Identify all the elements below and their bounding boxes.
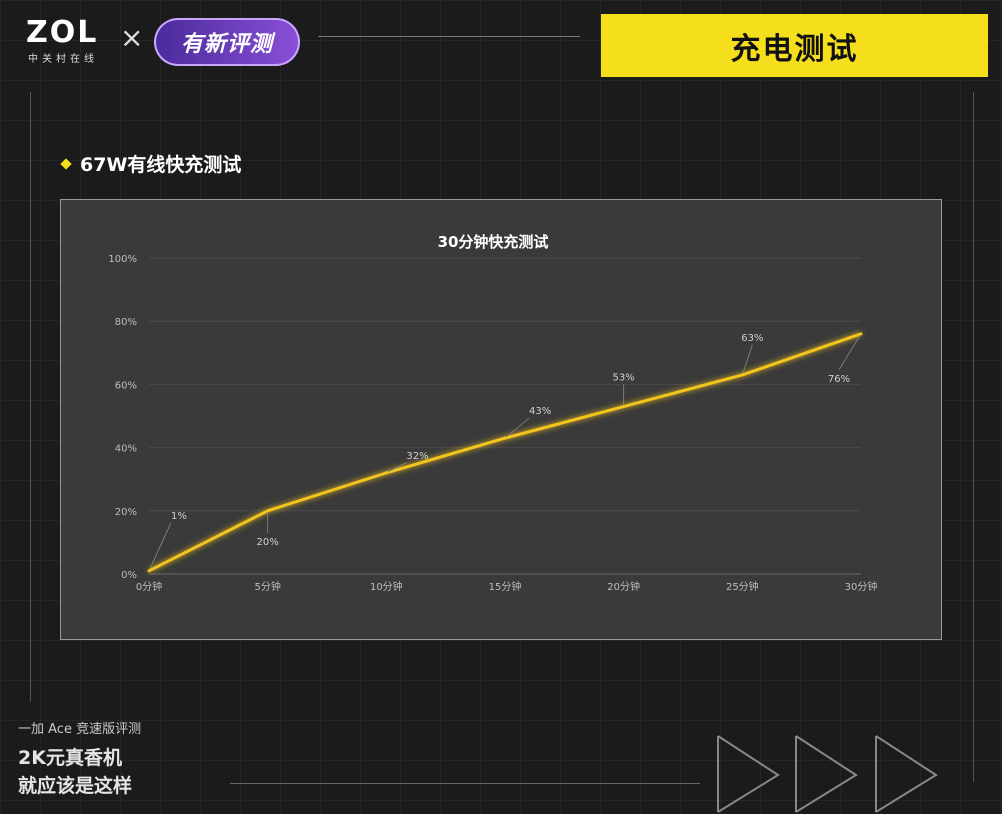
data-point — [147, 569, 151, 573]
chart-panel: 0% 20% 40% 60% 80% 100% 0分钟 5分钟 10分钟 15分钟 20分钟 25分钟… — [60, 199, 942, 640]
section-heading: 67W有线快充测试 — [60, 150, 242, 177]
footer-divider — [230, 783, 700, 784]
data-label: 20% — [257, 537, 279, 548]
data-label-leader — [148, 522, 172, 572]
decorative-arrows-icon — [717, 735, 938, 813]
y-tick-label: 100% — [108, 254, 137, 265]
y-tick-label: 40% — [115, 444, 137, 455]
y-tick-label: 60% — [115, 380, 137, 391]
times-icon: × — [120, 21, 144, 54]
data-point — [622, 405, 626, 409]
data-label: 32% — [406, 451, 428, 462]
x-tick-label: 15分钟 — [489, 580, 522, 593]
series-line — [148, 332, 862, 573]
data-label: 43% — [529, 406, 551, 417]
charging-line-chart: 0% 20% 40% 60% 80% 100% 0分钟 5分钟 10分钟 15分钟 20分钟 25分钟… — [108, 233, 878, 593]
data-label-leader — [386, 462, 407, 474]
data-point — [503, 436, 507, 440]
data-label-leader — [838, 333, 862, 371]
x-tick-label: 0分钟 — [136, 580, 162, 593]
footer-subtitle: 一加 Ace 竞速版评测 — [18, 722, 142, 737]
data-label: 1% — [171, 511, 187, 522]
data-label-leader — [504, 417, 530, 439]
right-border-line — [973, 92, 974, 782]
y-tick-label: 20% — [115, 507, 137, 518]
data-point — [740, 373, 744, 377]
y-tick-label: 0% — [121, 570, 137, 581]
data-point — [266, 509, 270, 513]
data-label-leader — [741, 344, 753, 376]
data-point — [384, 471, 388, 475]
left-border-line — [30, 92, 31, 702]
footer-tagline-1: 2K元真香机 — [18, 747, 122, 769]
data-label: 63% — [741, 333, 763, 344]
section-heading-text: 67W有线快充测试 — [80, 154, 242, 176]
x-tick-label: 5分钟 — [254, 580, 280, 593]
data-label: 53% — [613, 373, 635, 384]
chart-title: 30分钟快充测试 — [438, 233, 549, 251]
data-point — [859, 332, 863, 336]
footer-tagline-2: 就应该是这样 — [18, 775, 133, 797]
zol-logo: ZOL — [26, 15, 99, 50]
x-tick-label: 25分钟 — [726, 580, 759, 593]
diamond-bullet-icon — [60, 157, 72, 170]
header-divider — [318, 36, 580, 37]
zol-logo-subtext: 中关村在线 — [28, 54, 98, 65]
x-tick-label: 30分钟 — [845, 580, 878, 593]
page-title: 充电测试 — [601, 14, 988, 77]
y-tick-label: 80% — [115, 317, 137, 328]
x-tick-label: 10分钟 — [370, 580, 403, 593]
data-label: 76% — [828, 374, 850, 385]
x-tick-label: 20分钟 — [607, 580, 640, 593]
review-badge-logo: 有新评测 — [154, 18, 300, 66]
